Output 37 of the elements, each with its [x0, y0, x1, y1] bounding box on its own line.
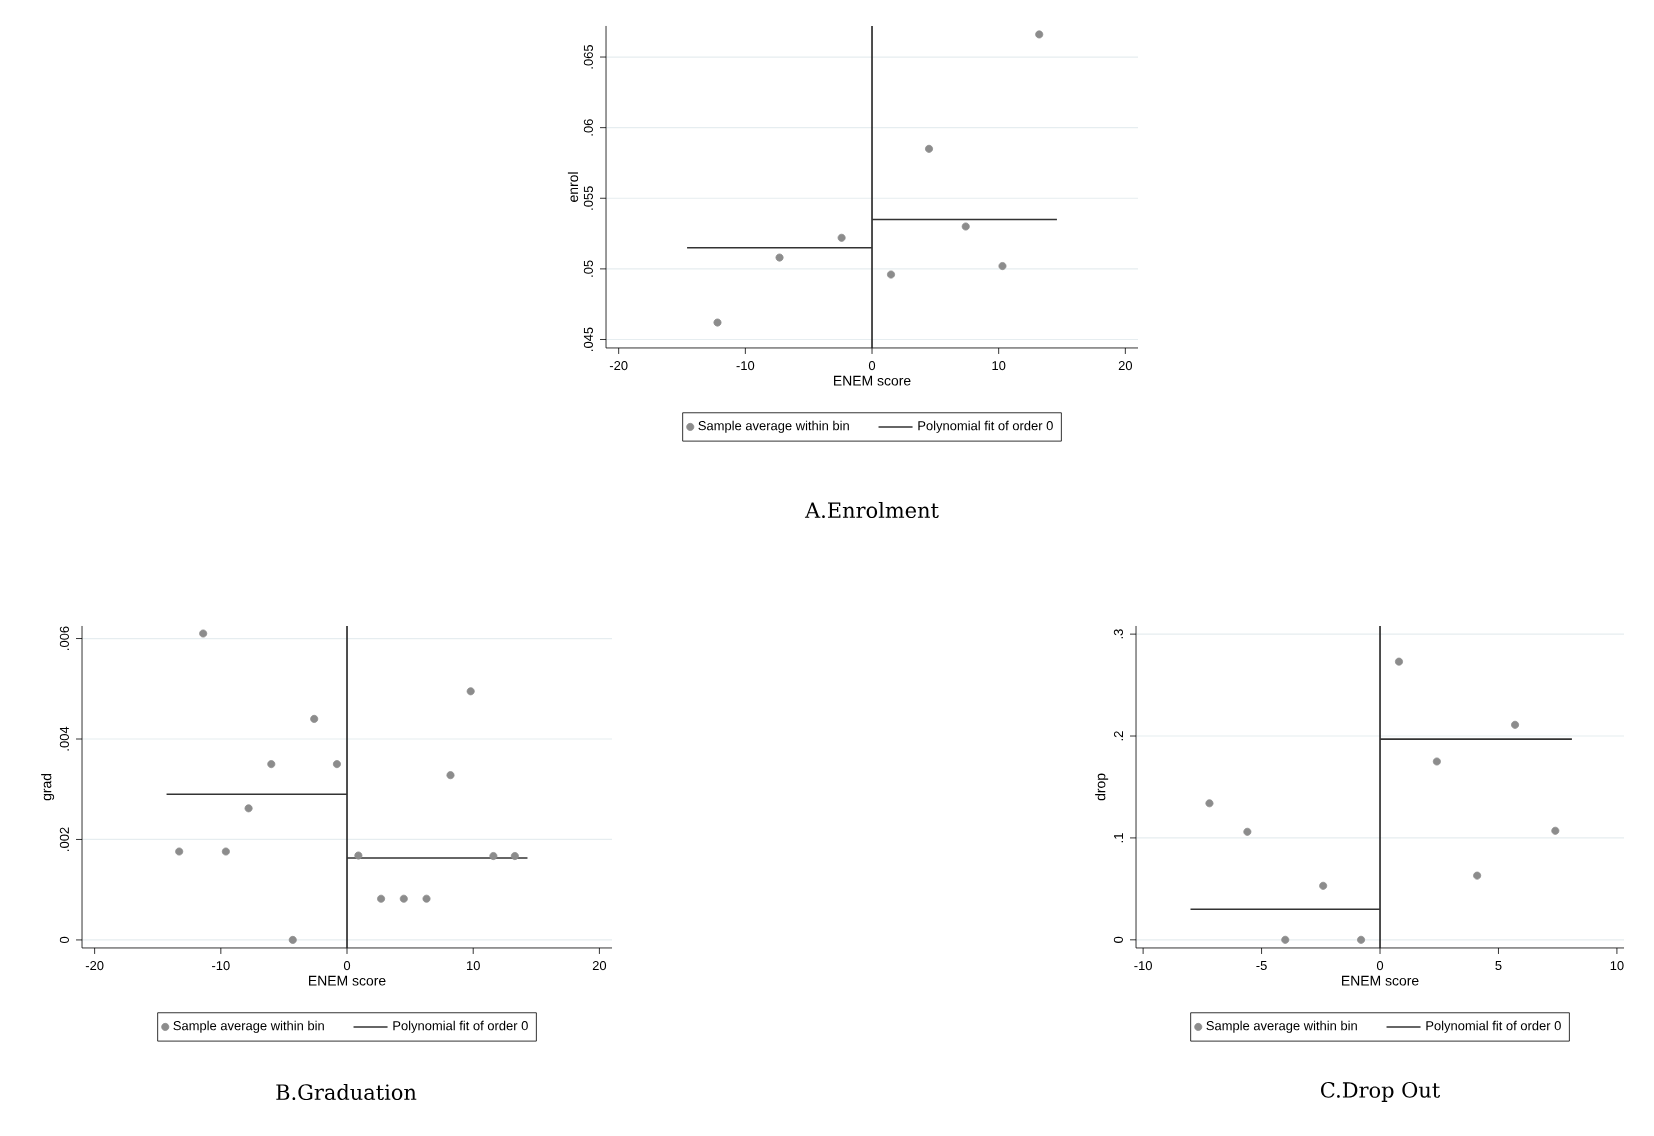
point [199, 629, 208, 638]
point [288, 935, 297, 944]
point [775, 253, 784, 262]
point [998, 262, 1007, 271]
point [1357, 935, 1366, 944]
point [399, 894, 408, 903]
point [446, 771, 455, 780]
point [510, 852, 519, 861]
point [377, 894, 386, 903]
point [466, 687, 475, 696]
point [221, 847, 230, 856]
point [489, 852, 498, 861]
point [713, 318, 722, 327]
point [1205, 799, 1214, 808]
point [332, 760, 341, 769]
text: B.Graduation [276, 1083, 417, 1101]
point [887, 270, 896, 279]
point [1394, 657, 1403, 666]
point [1511, 720, 1520, 729]
point [244, 804, 253, 813]
text: A.Enrolment [804, 501, 939, 519]
point [310, 714, 319, 723]
point [1473, 871, 1482, 880]
point [1319, 881, 1328, 890]
point [925, 144, 934, 153]
point [1551, 826, 1560, 835]
point [1035, 30, 1044, 39]
point [175, 847, 184, 856]
point [422, 894, 431, 903]
point [1281, 935, 1290, 944]
point [1432, 757, 1441, 766]
point [1243, 827, 1252, 836]
point [837, 233, 846, 242]
point [961, 222, 970, 231]
text: C.Drop Out [1321, 1082, 1441, 1102]
point [354, 851, 363, 860]
point [267, 760, 276, 769]
